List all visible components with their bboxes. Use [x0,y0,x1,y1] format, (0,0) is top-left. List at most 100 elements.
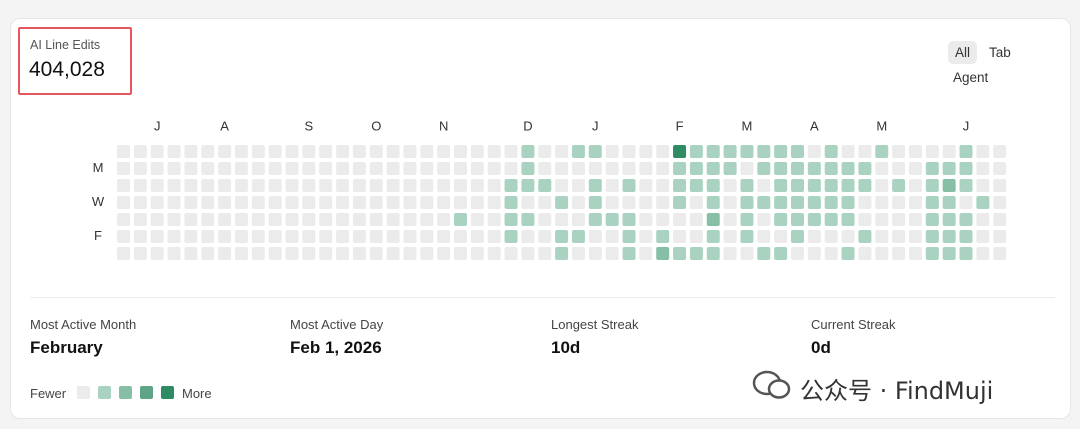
day-label: M [93,160,104,175]
heatmap-cell [824,196,838,209]
heatmap-cell [538,247,552,260]
heatmap-cell [689,179,703,192]
heatmap-cell [234,162,248,175]
heatmap-cell [976,230,990,243]
heatmap-cell [841,145,855,158]
heatmap-cell [437,179,451,192]
heatmap-cell [420,230,434,243]
heatmap-cell [285,196,299,209]
heatmap-cell [639,196,653,209]
heatmap-cell [942,179,956,192]
heatmap-cell [487,179,501,192]
heatmap-cell [319,247,333,260]
month-label: F [676,118,684,133]
heatmap-cell [285,230,299,243]
heatmap-cell [369,247,383,260]
month-label: A [810,118,819,133]
heatmap-cell [959,247,973,260]
heatmap-cell [723,162,737,175]
heatmap-cell [454,196,467,209]
heatmap-cell [538,213,552,226]
heatmap-cell [555,145,569,158]
stat-label: Most Active Month [30,317,137,332]
heatmap-cell [858,213,872,226]
heatmap-cell [454,247,467,260]
heatmap-cell [369,162,383,175]
heatmap-cell [403,145,417,158]
heatmap-cell [538,179,552,192]
heatmap-cell [976,213,990,226]
heatmap-cell [673,230,687,243]
stat-value: 10d [551,338,581,357]
heatmap-cell [673,162,687,175]
heatmap-cell [117,196,130,209]
heatmap-cell [959,162,973,175]
heatmap-cell [386,213,400,226]
heatmap-cell [386,196,400,209]
heatmap-cell [268,145,282,158]
heatmap-cell [673,145,687,158]
heatmap-cell [875,145,889,158]
heatmap-cell [201,145,215,158]
heatmap-cell [319,145,333,158]
heatmap-cell [369,179,383,192]
heatmap-cell [588,162,602,175]
heatmap-cell [268,230,282,243]
heatmap-cell [251,145,265,158]
heatmap-cell [319,230,333,243]
heatmap-cell [942,145,956,158]
heatmap-cell [150,145,164,158]
heatmap-cell [218,145,232,158]
heatmap-cell [689,196,703,209]
heatmap-cell [319,213,333,226]
heatmap-cell [774,162,788,175]
heatmap-cell [251,213,265,226]
heatmap-cell [420,162,434,175]
heatmap-cell [234,179,248,192]
heatmap-cell [656,162,670,175]
heatmap-cell [723,230,737,243]
heatmap-cell [369,196,383,209]
heatmap-cell [521,145,535,158]
tab-tab[interactable]: Tab [989,45,1011,60]
heatmap-cell [791,145,804,158]
heatmap-cell [656,179,670,192]
heatmap-cell [959,230,973,243]
heatmap-cell [487,196,501,209]
heatmap-cell [757,145,771,158]
heatmap-cell [268,162,282,175]
heatmap-cell [504,162,518,175]
heatmap-cell [942,196,956,209]
heatmap-cell [892,196,906,209]
heatmap-cell [959,213,973,226]
stat-label: Current Streak [811,317,896,332]
heatmap-cell [234,145,248,158]
heatmap-cell [892,145,906,158]
legend-swatch [77,386,90,399]
heatmap-cell [908,213,922,226]
heatmap-cell [740,162,754,175]
heatmap-cell [454,213,467,226]
heatmap-cell [487,145,501,158]
heatmap-cell [133,213,147,226]
heatmap-cell [875,230,889,243]
tab-all[interactable]: All [948,41,978,64]
heatmap-cell [571,213,585,226]
heatmap-cell [555,247,569,260]
heatmap-cell [706,247,720,260]
heatmap-cell [622,213,636,226]
heatmap-cell [521,213,535,226]
heatmap-cell [605,213,619,226]
heatmap-cell [673,179,687,192]
heatmap-cell [774,196,788,209]
heatmap-cell [925,213,939,226]
heatmap-cell [234,230,248,243]
heatmap-cell [403,196,417,209]
heatmap-cell [993,247,1007,260]
heatmap-cell [538,230,552,243]
tab-agent[interactable]: Agent [953,70,989,85]
month-label: J [154,118,161,133]
heatmap-cell [959,145,973,158]
heatmap-cell [386,247,400,260]
heatmap-cell [740,179,754,192]
